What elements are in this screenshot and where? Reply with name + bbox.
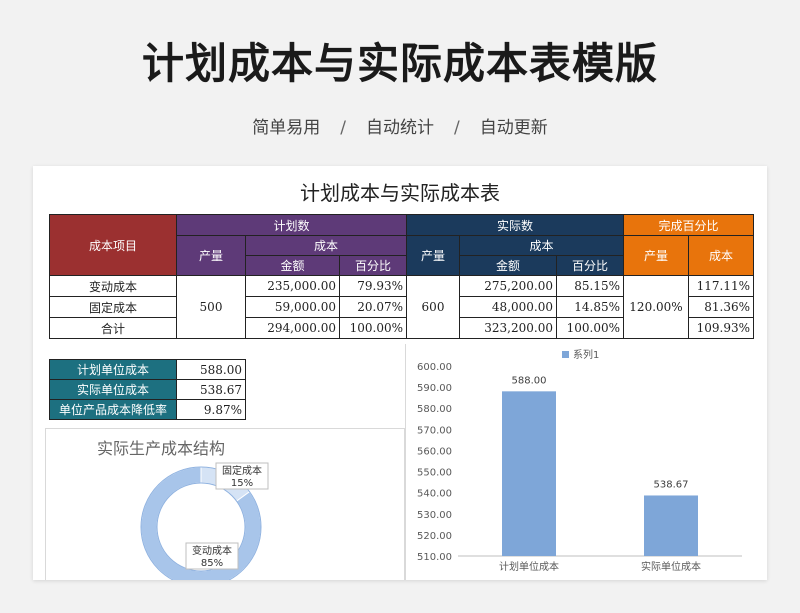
y-tick-label: 530.00 [417,510,452,521]
plan-amount: 294,000.00 [245,317,340,339]
donut-title: 实际生产成本结构 [97,439,225,458]
act-percent: 100.00% [556,317,624,339]
page-title: 计划成本与实际成本表模版 [141,39,658,88]
act-amount: 275,200.00 [459,275,557,297]
comp-cost: 81.36% [688,296,754,318]
header-actual: 实际数 [406,214,624,236]
donut-label-box [185,542,239,570]
tag-separator: / [340,118,346,138]
bar [644,495,698,556]
donut-inner-ring [156,482,246,572]
bar [502,391,556,556]
bar-data-label: 538.67 [654,479,689,490]
table-row: 合计 294,000.00 100.00% 323,200.00 100.00%… [49,317,754,339]
header-completion: 完成百分比 [623,214,754,236]
header-plan-amount: 金额 [245,255,340,276]
unit-value: 588.00 [176,359,246,380]
act-percent: 14.85% [556,296,624,318]
cost-table: 成本项目 计划数 实际数 完成百分比 产量 成本 产量 成本 产量 成本 金额 … [49,214,754,339]
row-name: 合计 [49,317,177,339]
bar-chart: 510.00 520.00 530.00 540.00 550.00 560.00 570.… [417,348,742,573]
header-act-cost: 成本 [459,235,624,256]
header-plan: 计划数 [176,214,407,236]
unit-label: 单位产品成本降低率 [49,399,177,420]
unit-cost-table: 计划单位成本 588.00 实际单位成本 538.67 单位产品成本降低率 9.… [49,359,246,420]
unit-label: 实际单位成本 [49,379,177,400]
table-row: 变动成本 500 235,000.00 79.93% 600 275,200.0… [49,275,754,339]
act-qty: 600 [406,275,460,339]
table-row: 固定成本 59,000.00 20.07% 48,000.00 14.85% 8… [49,296,754,318]
donut-outer-ring [140,466,262,580]
header-cost-item: 成本项目 [49,214,177,276]
bar-chart-panel[interactable]: 510.00 520.00 530.00 540.00 550.00 560.00 570.… [405,344,767,580]
header-act-percent: 百分比 [556,255,624,276]
tagline: 简单易用 / 自动统计 / 自动更新 [0,113,800,138]
legend-label: 系列1 [573,348,599,361]
header-comp-qty: 产量 [623,235,689,276]
header-plan-percent: 百分比 [339,255,407,276]
header-act-amount: 金额 [459,255,557,276]
table-row: 单位产品成本降低率 9.87% [49,399,246,420]
row-name: 固定成本 [49,296,177,318]
unit-label: 计划单位成本 [49,359,177,380]
unit-value: 9.87% [176,399,246,420]
donut-label-name: 固定成本 [222,464,262,477]
header-plan-qty: 产量 [176,235,246,276]
act-amount: 323,200.00 [459,317,557,339]
y-tick-label: 550.00 [417,468,452,479]
plan-amount: 59,000.00 [245,296,340,318]
donut-chart-panel[interactable]: 实际生产成本结构 固定成本 15% 变动成本 85% [45,428,405,580]
plan-percent: 20.07% [339,296,407,318]
header-comp-cost: 成本 [688,235,754,276]
y-tick-label: 600.00 [417,362,452,373]
y-tick-label: 520.00 [417,531,452,542]
sheet-title: 计划成本与实际成本表 [300,181,500,205]
donut-label-pct: 85% [201,558,223,569]
x-category-label: 计划单位成本 [499,560,559,573]
y-tick-label: 590.00 [417,383,452,394]
donut-label-pct: 15% [231,478,253,489]
row-name: 变动成本 [49,275,177,297]
plan-percent: 79.93% [339,275,407,297]
plan-amount: 235,000.00 [245,275,340,297]
donut-label-box [215,462,269,490]
tag-auto-stat: 自动统计 [366,118,434,138]
header-act-qty: 产量 [406,235,460,276]
bar-data-label: 588.00 [512,375,547,386]
plan-qty: 500 [176,275,246,339]
table-row: 计划单位成本 588.00 [49,359,246,380]
tag-separator: / [454,118,460,138]
plan-percent: 100.00% [339,317,407,339]
spreadsheet: 计划成本与实际成本表 成本项目 计划数 实际数 完成百分比 产量 成本 产量 成… [33,166,767,580]
y-tick-label: 560.00 [417,446,452,457]
legend-swatch [562,351,569,358]
y-tick-label: 540.00 [417,489,452,500]
x-category-label: 实际单位成本 [641,560,701,573]
donut-label-name: 变动成本 [192,544,232,557]
header-plan-cost: 成本 [245,235,407,256]
comp-qty: 120.00% [623,275,689,339]
unit-value: 538.67 [176,379,246,400]
y-tick-label: 580.00 [417,404,452,415]
act-percent: 85.15% [556,275,624,297]
table-row: 实际单位成本 538.67 [49,379,246,400]
tag-easy: 简单易用 [252,118,321,138]
tag-auto-update: 自动更新 [479,118,548,138]
act-amount: 48,000.00 [459,296,557,318]
y-tick-label: 570.00 [417,425,452,436]
y-tick-label: 510.00 [417,552,452,563]
comp-cost: 109.93% [688,317,754,339]
comp-cost: 117.11% [688,275,754,297]
